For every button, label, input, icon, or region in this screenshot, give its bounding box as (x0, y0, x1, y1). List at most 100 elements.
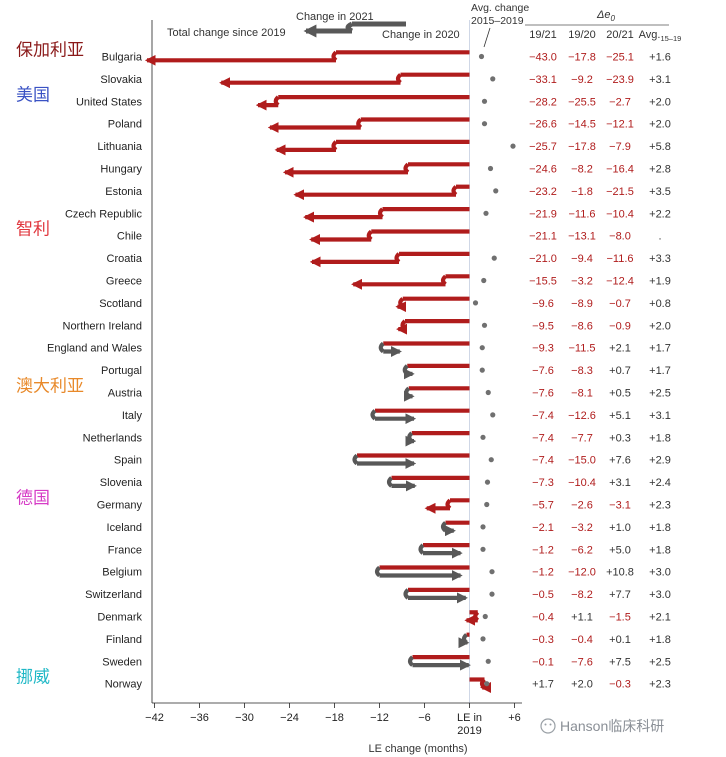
table-value: −3.1 (609, 500, 631, 512)
country-row: Greece −15.5 −3.2 −12.4 +1.9 (106, 274, 671, 290)
chart-legend: Change in 2021 Change in 2020 Total chan… (167, 2, 529, 48)
country-row: Iceland −2.1 −3.2 +1.0 +1.8 (107, 520, 671, 537)
bar-turn (403, 588, 410, 600)
table-value: −23.9 (606, 74, 634, 86)
country-row: Croatia −21.0 −9.4 −11.6 +3.3 (107, 251, 671, 268)
avg-change-dot (482, 613, 488, 620)
table-value: +2.0 (571, 679, 593, 691)
country-label: Spain (114, 455, 142, 467)
chinese-country-label: 智利 (16, 220, 50, 239)
avg-change-dot (484, 501, 490, 508)
table-value: −15.0 (568, 455, 596, 467)
table-value: +3.0 (649, 567, 671, 579)
country-row: Spain −7.4 −15.0 +7.6 +2.9 (114, 453, 671, 469)
country-row: France −1.2 −6.2 +5.0 +1.8 (108, 542, 671, 559)
table-value: −3.2 (571, 276, 593, 288)
wechat-icon-eye-left (544, 723, 547, 726)
table-value: +10.8 (606, 567, 634, 579)
country-label: Chile (117, 231, 142, 243)
table-value: −7.6 (571, 656, 593, 668)
avg-change-dot (493, 188, 499, 194)
table-value: +3.5 (649, 186, 671, 198)
table-value: −0.4 (532, 612, 554, 624)
avg-change-dot (480, 434, 486, 440)
country-label: Croatia (107, 253, 143, 265)
country-label: Netherlands (83, 432, 143, 444)
avg-change-dot (479, 367, 485, 373)
table-value: +3.3 (649, 253, 671, 265)
x-tick-label: LE in (457, 712, 482, 724)
country-label: Northern Ireland (63, 320, 143, 332)
country-row: United States −28.2 −25.5 −2.7 +2.0 (76, 94, 671, 111)
country-label: Czech Republic (65, 208, 143, 220)
table-value: −7.3 (532, 477, 554, 489)
table-value: −0.1 (532, 656, 554, 668)
table-value: −0.3 (532, 634, 554, 646)
avg-change-dot (490, 76, 496, 82)
table-value: −0.7 (609, 298, 631, 310)
table-value: −17.8 (568, 52, 596, 64)
country-row: Czech Republic −21.9 −11.6 −10.4 +2.2 (65, 207, 671, 223)
table-value: −17.8 (568, 141, 596, 153)
x-axis-label: LE change (months) (368, 743, 467, 755)
bar-turn (461, 633, 468, 645)
table-value: −15.5 (529, 276, 557, 288)
country-label: England and Wales (47, 343, 142, 355)
country-label: Hungary (100, 164, 142, 176)
country-row: Slovenia −7.3 −10.4 +3.1 +2.4 (100, 475, 671, 492)
legend-change-2021: Change in 2021 (296, 11, 374, 23)
country-row: Poland −26.6 −14.5 −12.1 +2.0 (108, 117, 671, 133)
country-row: Netherlands −7.4 −7.7 +0.3 +1.8 (83, 431, 671, 447)
table-value: +2.0 (649, 119, 671, 131)
x-tick-label: −30 (235, 712, 254, 724)
country-label: Norway (105, 679, 143, 691)
country-label: France (108, 544, 142, 556)
table-value: +1.9 (649, 276, 671, 288)
table-value: +5.0 (609, 544, 631, 556)
x-tick-label: −12 (370, 712, 389, 724)
table-value: −8.3 (571, 365, 593, 377)
table-value: −8.1 (571, 388, 593, 400)
avg-change-dot (485, 389, 491, 396)
table-value: +0.5 (609, 388, 631, 400)
x-tick-label: +6 (508, 712, 521, 724)
table-value: −21.0 (529, 253, 557, 265)
country-label: Denmark (97, 612, 142, 624)
wechat-icon-eye-right (549, 723, 552, 726)
bar-turn (386, 476, 393, 488)
table-value: −7.6 (532, 365, 554, 377)
table-value: −7.4 (532, 455, 554, 467)
avg-change-dot (510, 143, 516, 149)
table-value: −9.3 (532, 343, 554, 355)
country-row: Finland −0.3 −0.4 +0.1 +1.8 (106, 632, 671, 649)
country-label: Iceland (107, 522, 142, 534)
country-row: Hungary −24.6 −8.2 −16.4 +2.8 (100, 162, 671, 178)
table-value: −14.5 (568, 119, 596, 131)
country-label: Austria (108, 388, 143, 400)
table-value: −43.0 (529, 52, 557, 64)
avg-change-dot (480, 636, 486, 642)
table-value: −5.7 (532, 500, 554, 512)
table-value: −11.5 (568, 343, 595, 355)
table-value: +0.8 (649, 298, 671, 310)
x-tick-label: −42 (145, 712, 164, 724)
legend-change-2020: Change in 2020 (382, 29, 460, 41)
avg-change-dot (484, 479, 491, 485)
bar-turn (407, 655, 414, 667)
table-value: −12.0 (568, 567, 596, 579)
delta-e0-label: Δe0 (596, 9, 616, 23)
country-row: Slovakia −33.1 −9.2 −23.9 +3.1 (100, 72, 671, 89)
table-value: +2.3 (649, 679, 671, 691)
table-value: −1.8 (571, 186, 593, 198)
table-value: +2.1 (609, 343, 631, 355)
avg-change-dot (481, 322, 488, 328)
table-value: −8.2 (571, 589, 593, 601)
country-row: Scotland −9.6 −8.9 −0.7 +0.8 (99, 296, 671, 313)
table-value: −2.6 (571, 500, 593, 512)
chinese-country-label: 澳大利亚 (16, 377, 84, 396)
x-tick-label: 2019 (457, 725, 481, 737)
table-value: +1.8 (649, 522, 671, 534)
country-row: Belgium −1.2 −12.0 +10.8 +3.0 (102, 565, 671, 581)
table-value: −21.1 (529, 231, 557, 243)
table-value: −25.5 (568, 96, 596, 108)
